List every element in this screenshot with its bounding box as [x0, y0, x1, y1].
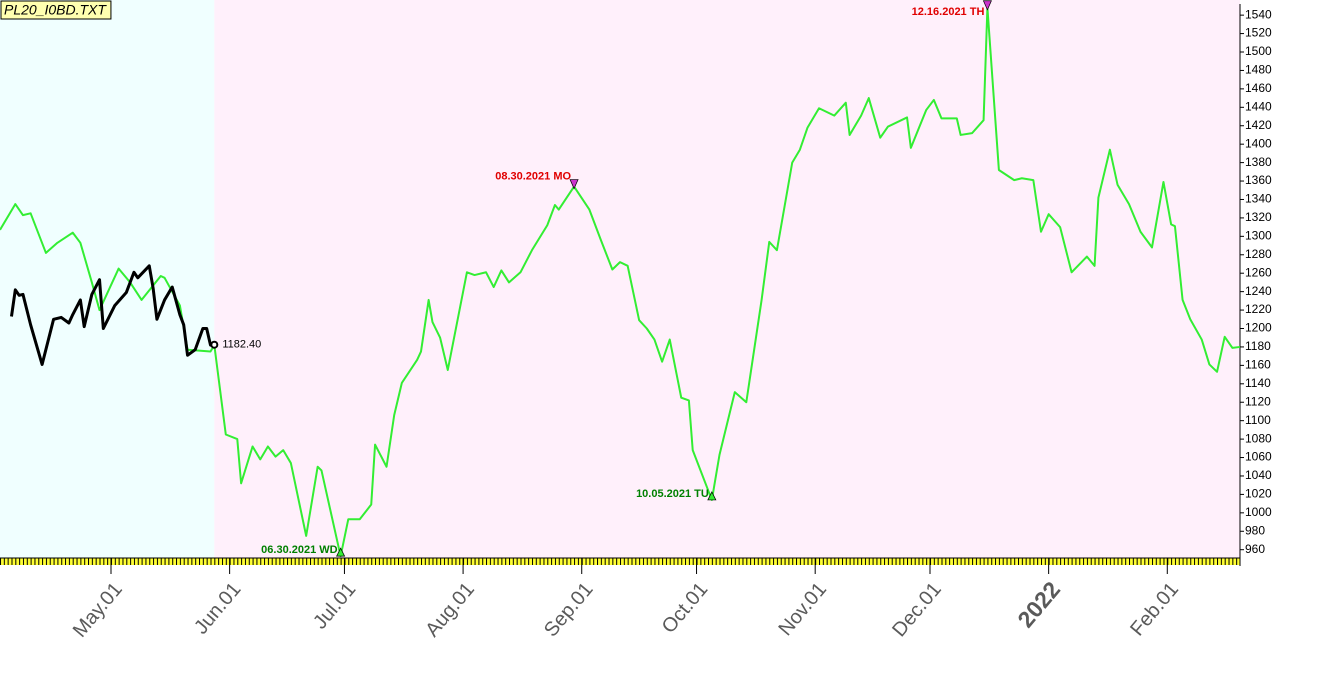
y-tick-label: 1280: [1245, 247, 1272, 261]
x-tick-label: Oct.01: [658, 578, 713, 637]
y-tick-label: 1520: [1245, 26, 1272, 40]
shaded-region: [214, 0, 1240, 558]
y-tick-label: 1440: [1245, 99, 1272, 113]
high-marker: [569, 179, 579, 190]
y-tick-label: 1460: [1245, 81, 1272, 95]
last-value-marker: [210, 340, 219, 349]
y-tick-label: 980: [1245, 523, 1265, 537]
y-tick-label: 1180: [1245, 339, 1271, 353]
y-tick-label: 1060: [1245, 450, 1272, 464]
annotation: 12.16.2021 TH: [912, 6, 985, 18]
y-tick-label: 1260: [1245, 265, 1272, 279]
y-tick-label: 1040: [1245, 468, 1272, 482]
y-tick-label: 1080: [1245, 431, 1272, 445]
y-tick-label: 1220: [1245, 302, 1272, 316]
x-tick-label: Jun.01: [190, 578, 245, 638]
y-tick-label: 1540: [1245, 7, 1272, 21]
y-tick-label: 1500: [1245, 44, 1272, 58]
y-tick-label: 1240: [1245, 284, 1272, 298]
title-background: [0, 0, 112, 20]
y-tick-label: 1140: [1245, 376, 1271, 390]
y-tick-label: 1200: [1245, 321, 1272, 335]
shaded-region: [0, 0, 215, 558]
x-tick-label: Aug.01: [421, 578, 479, 641]
series-line: [0, 6, 1241, 558]
x-tick-label: 2022: [1012, 576, 1065, 632]
x-tick-label: Sep.01: [540, 578, 598, 641]
minor-tick-strip: [0, 558, 1240, 565]
y-tick-label: 1400: [1245, 136, 1272, 150]
plot-background: [0, 0, 1240, 558]
y-tick-label: 1320: [1245, 210, 1272, 224]
x-tick-label: Dec.01: [888, 578, 946, 641]
low-marker: [336, 547, 346, 557]
series-line: [9, 264, 215, 366]
y-tick-label: 1360: [1245, 173, 1272, 187]
y-tick-label: 1100: [1245, 413, 1271, 427]
x-tick-label: Feb.01: [1126, 578, 1183, 640]
annotation: 06.30.2021 WD: [261, 544, 337, 556]
y-tick-label: 1300: [1245, 229, 1272, 243]
y-tick-label: 1020: [1245, 487, 1272, 501]
title-box: PL20_I0BD.TXT: [0, 0, 112, 20]
y-tick-label: 1380: [1245, 155, 1272, 169]
annotation: 08.30.2021 MO: [495, 170, 571, 182]
high-marker: [982, 0, 992, 11]
y-tick-label: 1480: [1245, 63, 1272, 77]
annotation: 10.05.2021 TU: [636, 488, 709, 500]
low-marker: [707, 491, 717, 501]
y-tick-label: 1420: [1245, 118, 1272, 132]
x-tick-label: Jul.01: [309, 578, 360, 633]
y-tick-label: 960: [1245, 542, 1265, 556]
chart-title: PL20_I0BD.TXT: [4, 2, 107, 18]
y-tick-label: 1160: [1245, 358, 1271, 372]
y-tick-label: 1340: [1245, 192, 1272, 206]
value-label: 1182.40: [222, 339, 261, 351]
x-tick-label: Nov.01: [774, 578, 831, 640]
y-tick-label: 1120: [1245, 394, 1271, 408]
y-tick-label: 1000: [1245, 505, 1272, 519]
x-tick-label: May.01: [69, 578, 127, 641]
